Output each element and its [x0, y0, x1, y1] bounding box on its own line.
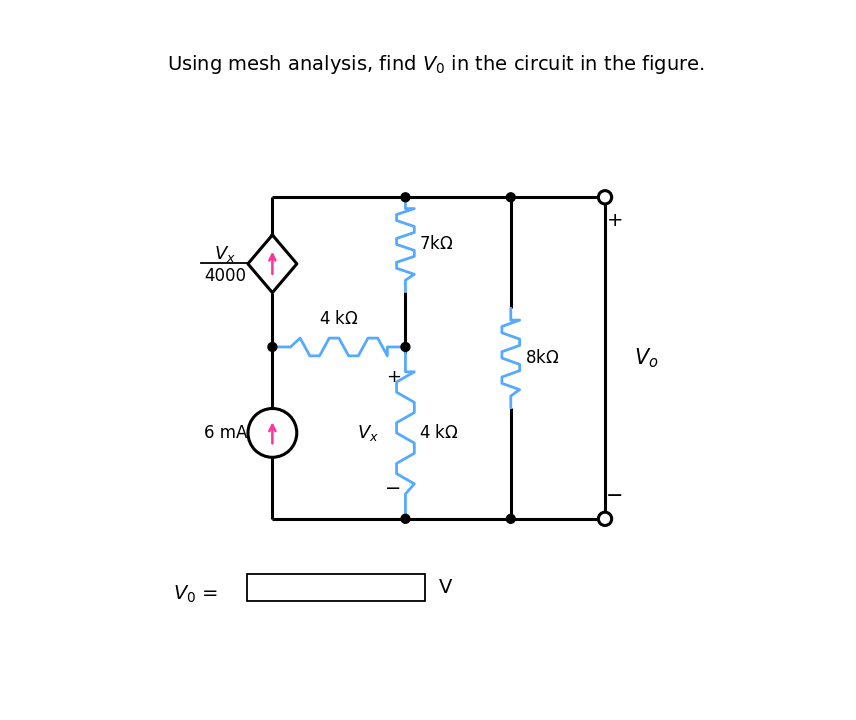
Text: $V_x$: $V_x$ [214, 244, 236, 264]
Circle shape [507, 514, 515, 523]
Text: 4 k$\Omega$: 4 k$\Omega$ [319, 310, 359, 328]
Text: V: V [438, 578, 452, 597]
Text: 8k$\Omega$: 8k$\Omega$ [525, 349, 559, 367]
Circle shape [401, 343, 410, 351]
Circle shape [507, 193, 515, 202]
Text: $V_0$ =: $V_0$ = [173, 584, 217, 605]
Text: +: + [386, 369, 401, 387]
Text: 4 k$\Omega$: 4 k$\Omega$ [419, 424, 459, 442]
Text: $V_x$: $V_x$ [357, 423, 378, 443]
Text: +: + [607, 211, 623, 230]
FancyBboxPatch shape [247, 575, 425, 601]
Text: −: − [606, 485, 624, 505]
Text: $V_o$: $V_o$ [634, 346, 659, 370]
Circle shape [598, 191, 612, 204]
Circle shape [598, 512, 612, 526]
Text: 7k$\Omega$: 7k$\Omega$ [419, 235, 454, 253]
Circle shape [268, 343, 276, 351]
Text: 6 mA: 6 mA [204, 424, 247, 442]
Circle shape [401, 514, 410, 523]
Text: 4000: 4000 [205, 267, 247, 285]
Circle shape [401, 193, 410, 202]
Text: −: − [385, 479, 401, 498]
Text: Using mesh analysis, find $V_0$ in the circuit in the figure.: Using mesh analysis, find $V_0$ in the c… [167, 53, 704, 76]
